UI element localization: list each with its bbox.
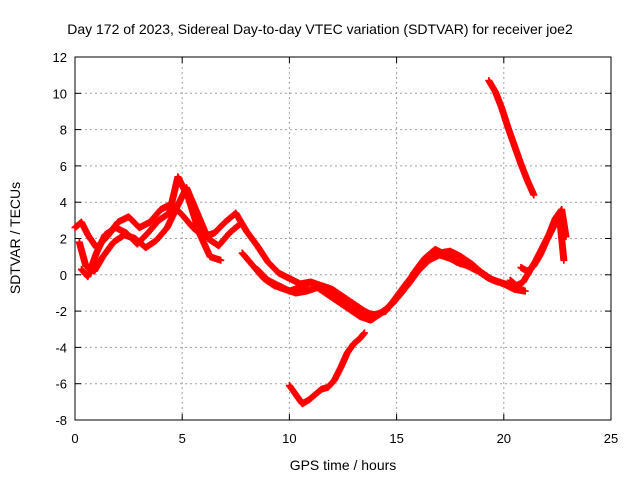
series-sat-i (517, 213, 568, 275)
y-tick-label: -4 (55, 340, 67, 355)
y-axis-ticks: -8 -6 -4 -2 0 2 4 6 8 10 12 (53, 50, 611, 428)
y-tick-label: -2 (55, 304, 67, 319)
x-tick-label: 5 (179, 431, 186, 446)
series-markers (253, 247, 529, 321)
x-tick-label: 10 (282, 431, 296, 446)
x-axis-label: GPS time / hours (290, 457, 397, 473)
series-markers (517, 213, 568, 275)
y-tick-label: 6 (60, 159, 67, 174)
series-markers (485, 77, 538, 199)
data-series (71, 77, 570, 408)
x-axis-ticks: 0 5 10 15 20 25 (71, 57, 618, 446)
series-markers (285, 329, 368, 408)
y-tick-label: -8 (55, 413, 67, 428)
y-tick-label: 10 (53, 86, 67, 101)
y-tick-label: 0 (60, 268, 67, 283)
y-tick-label: 2 (60, 232, 67, 247)
series-sat-e (253, 247, 529, 321)
series-markers (77, 173, 225, 281)
series-sat-g (485, 77, 538, 199)
chart-title: Day 172 of 2023, Sidereal Day-to-day VTE… (67, 21, 573, 37)
x-tick-label: 15 (389, 431, 403, 446)
y-axis-label: SDTVAR / TECUs (7, 182, 23, 294)
series-sat-a (71, 200, 465, 319)
series-markers (71, 200, 465, 319)
y-tick-label: -6 (55, 377, 67, 392)
y-tick-label: 4 (60, 195, 67, 210)
series-sat-f (285, 329, 368, 408)
series-sat-c (77, 173, 225, 281)
y-tick-label: 12 (53, 50, 67, 65)
y-tick-label: 8 (60, 123, 67, 138)
x-tick-label: 20 (497, 431, 511, 446)
x-tick-label: 25 (604, 431, 618, 446)
x-tick-label: 0 (71, 431, 78, 446)
